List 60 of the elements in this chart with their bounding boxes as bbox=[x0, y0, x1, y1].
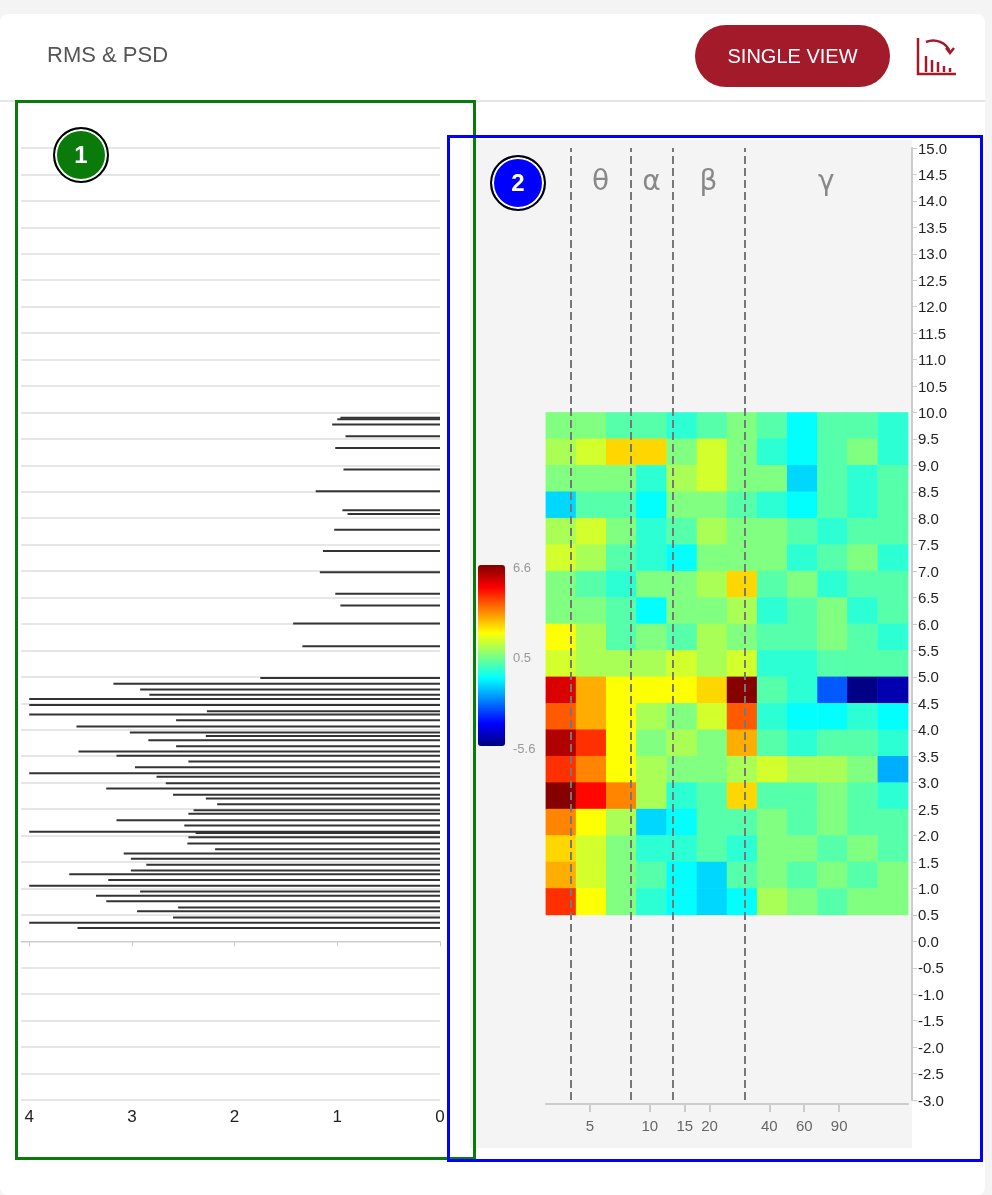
y-tick-label: -1.0 bbox=[918, 985, 944, 1003]
color-bar-label: -5.6 bbox=[513, 740, 536, 756]
y-tick-label: 13.0 bbox=[918, 245, 948, 263]
y-tick-label: 0.5 bbox=[918, 906, 939, 924]
y-tick-label: 7.0 bbox=[918, 562, 939, 580]
y-tick-label: -2.5 bbox=[918, 1065, 944, 1083]
y-tick-label: -3.0 bbox=[918, 1091, 944, 1109]
y-tick-label: 14.5 bbox=[918, 165, 948, 183]
x-tick-label: 2 bbox=[229, 1107, 240, 1126]
single-view-button: SINGLE VIEW bbox=[695, 25, 890, 87]
x-tick-label: 20 bbox=[701, 1117, 718, 1134]
y-tick-label: 7.5 bbox=[918, 536, 939, 554]
y-tick-label: -0.5 bbox=[918, 959, 944, 977]
y-tick-label: 12.5 bbox=[918, 271, 948, 289]
y-tick-label: 10.0 bbox=[918, 403, 948, 421]
annotation: θ bbox=[592, 163, 610, 197]
y-tick-label: 14.0 bbox=[918, 192, 948, 210]
x-tick-label: 10 bbox=[641, 1117, 659, 1134]
text: 2 bbox=[490, 155, 546, 211]
x-tick-label: 60 bbox=[795, 1117, 813, 1134]
y-tick-label: 11.0 bbox=[918, 351, 947, 369]
x-tick-label: 15 bbox=[676, 1117, 694, 1134]
y-tick-label: 9.0 bbox=[918, 456, 939, 474]
y-tick-label: 1.0 bbox=[918, 879, 939, 897]
y-tick-label: 3.5 bbox=[918, 747, 939, 765]
x-tick-label: 0 bbox=[435, 1107, 445, 1126]
y-tick-label: -2.0 bbox=[918, 1038, 944, 1056]
y-tick-label: -1.5 bbox=[918, 1012, 944, 1030]
y-tick-label: 11.5 bbox=[918, 324, 947, 342]
x-tick-label: 90 bbox=[830, 1117, 848, 1134]
y-tick-label: 0.0 bbox=[918, 932, 939, 950]
annotation: 1 bbox=[53, 127, 109, 183]
x-tick-label: 40 bbox=[760, 1117, 778, 1134]
y-tick-label: 1.5 bbox=[918, 853, 939, 871]
y-tick-label: 15.0 bbox=[918, 139, 948, 157]
y-tick-label: 6.0 bbox=[918, 615, 939, 633]
x-tick-label: 1 bbox=[332, 1107, 343, 1126]
y-tick-label: 8.5 bbox=[918, 483, 939, 501]
color-bar-label: 0.5 bbox=[513, 650, 532, 665]
x-tick-label: 5 bbox=[585, 1117, 595, 1134]
x-tick-label: 4 bbox=[24, 1107, 34, 1126]
y-tick-label: 2.0 bbox=[918, 827, 939, 845]
chart-title: RMS & PSD bbox=[47, 42, 169, 68]
y-tick-label: 5.5 bbox=[918, 641, 939, 659]
y-tick-label: 6.5 bbox=[918, 589, 939, 607]
y-tick-label: 3.0 bbox=[918, 774, 939, 792]
y-tick-label: 10.5 bbox=[918, 377, 948, 395]
annotation: α bbox=[642, 163, 661, 197]
y-tick-label: 8.0 bbox=[918, 509, 939, 527]
y-tick-label: 9.5 bbox=[918, 430, 939, 448]
y-tick-label: 4.0 bbox=[918, 721, 939, 739]
y-tick-label: 12.0 bbox=[918, 298, 948, 316]
x-tick-label: 3 bbox=[127, 1107, 137, 1126]
color-bar-label: 6.6 bbox=[513, 559, 532, 575]
y-tick-label: 2.5 bbox=[918, 800, 939, 818]
annotation: β bbox=[699, 163, 718, 197]
annotation: γ bbox=[817, 163, 835, 197]
y-tick-label: 13.5 bbox=[918, 218, 948, 236]
y-tick-label: 4.5 bbox=[918, 694, 939, 712]
y-tick-label: 5.0 bbox=[918, 668, 939, 686]
